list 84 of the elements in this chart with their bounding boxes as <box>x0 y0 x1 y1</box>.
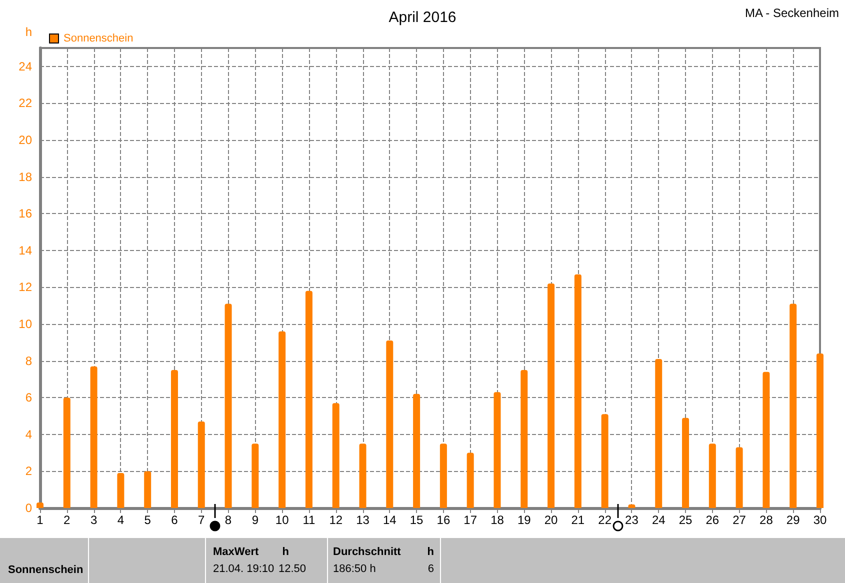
x-tick-label: 27 <box>732 513 746 527</box>
bar <box>708 444 716 508</box>
bar <box>494 392 501 508</box>
bar <box>144 471 152 508</box>
text: Sonnenschein <box>8 564 84 576</box>
x-tick-label: 22 <box>598 513 612 527</box>
x-tick-label: 3 <box>90 513 98 527</box>
text: Durchschnitt <box>333 546 401 558</box>
x-tick-label: 30 <box>813 513 827 527</box>
bar <box>224 304 232 508</box>
text: 21.04. 19:10 <box>213 563 274 575</box>
x-tick-label: 1 <box>36 513 44 527</box>
x-tick-label: 19 <box>517 513 532 527</box>
y-tick-label: 2 <box>25 464 32 478</box>
bar <box>655 358 662 508</box>
y-axis-title: h <box>25 25 32 39</box>
bar <box>332 403 340 508</box>
chart-title: April 2016 <box>388 9 456 26</box>
y-tick-label: 16 <box>18 206 32 221</box>
bar <box>305 290 312 508</box>
bar <box>252 444 259 508</box>
y-tick-label: 20 <box>18 133 32 147</box>
y-tick-label: 10 <box>18 317 32 331</box>
x-tick-label: 10 <box>275 513 290 527</box>
bar <box>816 353 824 508</box>
x-tick-label: 5 <box>144 513 152 527</box>
bar <box>682 418 690 508</box>
text: 6 <box>428 563 434 575</box>
y-tick-label: 12 <box>18 280 32 294</box>
x-tick-label: 16 <box>436 513 450 527</box>
bar <box>359 444 366 508</box>
bar <box>278 331 286 508</box>
y-tick-label: 14 <box>18 243 32 258</box>
x-tick-label: 8 <box>224 513 232 527</box>
legend-label: Sonnenschein <box>64 32 134 44</box>
y-tick-label: 8 <box>25 354 32 368</box>
y-tick-label: 22 <box>18 96 32 110</box>
bar <box>440 444 447 508</box>
x-tick-label: 29 <box>786 513 800 527</box>
bar <box>762 372 770 508</box>
y-tick-label: 18 <box>18 170 32 184</box>
y-tick-label: 6 <box>25 390 32 405</box>
x-tick-label: 4 <box>117 513 124 527</box>
bar <box>574 274 582 508</box>
x-tick-label: 26 <box>706 513 720 527</box>
x-tick-label: 6 <box>171 513 178 527</box>
bar <box>466 452 474 508</box>
x-tick-label: 20 <box>544 513 558 527</box>
bar <box>548 284 555 508</box>
x-tick-label: 15 <box>410 513 424 527</box>
bar <box>170 370 178 508</box>
bar <box>413 394 420 508</box>
y-tick-label: 24 <box>18 59 32 74</box>
x-tick-label: 18 <box>490 513 504 527</box>
y-tick-label: 0 <box>25 501 32 515</box>
text: MaxWert <box>213 546 259 558</box>
x-tick-label: 7 <box>198 513 206 527</box>
bar <box>63 398 70 508</box>
x-tick-label: 2 <box>64 513 71 527</box>
x-tick-label: 28 <box>760 513 774 527</box>
text: h <box>427 546 434 558</box>
bar <box>386 340 394 508</box>
bar <box>736 447 743 508</box>
text: 186:50 h <box>333 563 376 575</box>
bar <box>790 304 797 508</box>
bar <box>117 473 124 508</box>
x-tick-label: 11 <box>302 513 316 527</box>
text: 12.50 <box>278 563 306 575</box>
bar <box>90 366 98 508</box>
x-tick-label: 24 <box>652 513 666 527</box>
x-tick-label: 17 <box>464 513 478 527</box>
x-tick-label: 25 <box>678 513 693 527</box>
x-tick-label: 21 <box>571 513 585 527</box>
x-tick-label: 9 <box>252 513 259 527</box>
x-tick-label: 13 <box>356 513 370 527</box>
x-tick-label: 12 <box>329 513 343 527</box>
x-tick-label: 14 <box>382 513 397 527</box>
text: MA - Seckenheim <box>744 6 839 20</box>
text: h <box>282 546 289 558</box>
bar <box>601 414 608 508</box>
bar <box>520 370 528 508</box>
x-tick-label: 23 <box>625 513 639 527</box>
y-tick-label: 4 <box>25 427 32 442</box>
bar <box>198 422 205 508</box>
